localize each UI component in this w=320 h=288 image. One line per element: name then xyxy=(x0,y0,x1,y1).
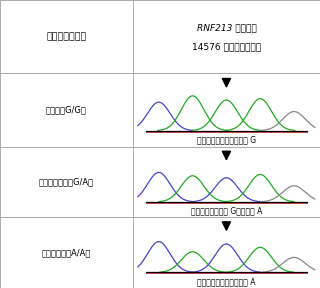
Text: RNF213 遺伝子の: RNF213 遺伝子の xyxy=(196,24,256,33)
Text: １つの遺伝子座は G、他方は A: １つの遺伝子座は G、他方は A xyxy=(191,206,262,216)
Text: ホモ接合体（A/A）: ホモ接合体（A/A） xyxy=(42,248,91,257)
Text: ２つの遺伝子座でともに G: ２つの遺伝子座でともに G xyxy=(197,136,256,145)
Text: 野生型（G/G）: 野生型（G/G） xyxy=(46,106,87,115)
Text: 遺伝型のタイプ: 遺伝型のタイプ xyxy=(46,32,86,41)
Text: ２つの遺伝子座でともに A: ２つの遺伝子座でともに A xyxy=(197,277,256,286)
Text: 14576 番目の塩基配列: 14576 番目の塩基配列 xyxy=(192,42,261,51)
Text: ヘテロ接合体（G/A）: ヘテロ接合体（G/A） xyxy=(39,178,94,187)
